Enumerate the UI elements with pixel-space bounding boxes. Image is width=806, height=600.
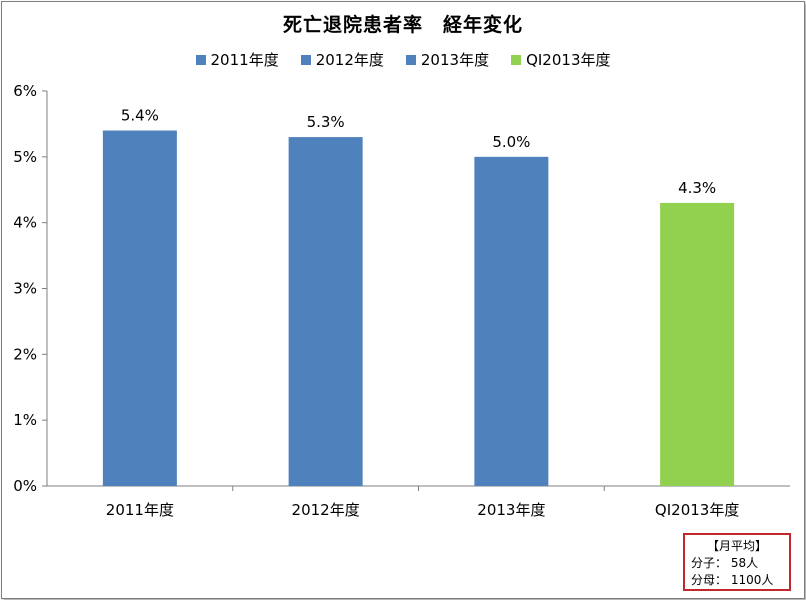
legend-swatch-qi2013	[511, 54, 522, 65]
bar-value-label: 4.3%	[678, 179, 716, 197]
bar	[102, 130, 177, 486]
monthly-average-note: 【月平均】 分子： 58人 分母： 1100人	[683, 533, 791, 591]
legend-label-qi2013: QI2013年度	[526, 51, 611, 69]
x-tick-label: 2013年度	[477, 501, 545, 519]
legend-swatch-2013	[405, 54, 416, 65]
y-tick-label: 0%	[13, 477, 37, 495]
note-heading: 【月平均】	[707, 539, 768, 553]
legend-label-2011: 2011年度	[210, 51, 279, 69]
bar-value-label: 5.4%	[121, 107, 159, 125]
y-tick-label: 6%	[13, 82, 37, 100]
chart-title: 死亡退院患者率 経年変化	[282, 14, 523, 36]
chart-legend: 2011年度 2012年度 2013年度 QI2013年度	[0, 49, 806, 70]
x-tick-label: QI2013年度	[655, 501, 739, 519]
bar	[288, 137, 363, 487]
y-tick-label: 4%	[13, 214, 37, 232]
x-tick-label: 2011年度	[106, 501, 174, 519]
legend-item-qi2013: QI2013年度	[511, 49, 610, 70]
bar	[474, 156, 549, 487]
bar	[660, 202, 735, 486]
x-tick-label: 2012年度	[292, 501, 360, 519]
bar-value-label: 5.3%	[307, 113, 345, 131]
y-tick-label: 5%	[13, 148, 37, 166]
legend-swatch-2011	[195, 54, 206, 65]
note-denominator: 分母： 1100人	[691, 573, 774, 587]
y-tick-label: 3%	[13, 280, 37, 298]
y-tick-label: 2%	[13, 345, 37, 363]
legend-item-2013: 2013年度	[405, 49, 490, 70]
note-numerator: 分子： 58人	[691, 556, 759, 570]
y-tick-label: 1%	[13, 411, 37, 429]
bar-value-label: 5.0%	[492, 133, 530, 151]
legend-label-2012: 2012年度	[315, 51, 384, 69]
legend-item-2011: 2011年度	[195, 49, 279, 70]
legend-swatch-2012	[300, 54, 311, 65]
legend-label-2013: 2013年度	[420, 51, 490, 69]
legend-item-2012: 2012年度	[300, 49, 384, 70]
